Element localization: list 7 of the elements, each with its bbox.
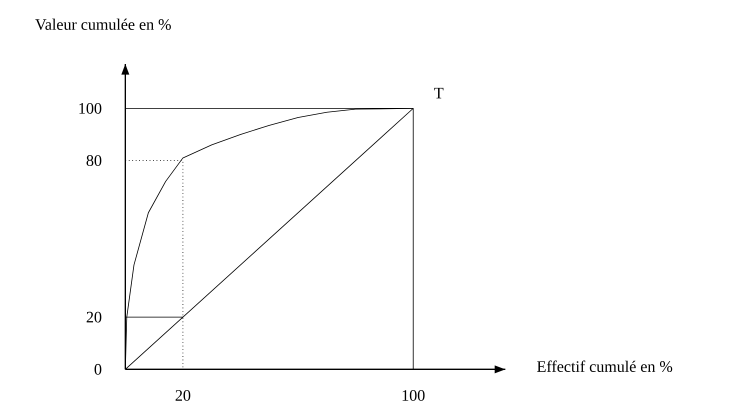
y-tick-label: 80 [86, 155, 102, 166]
annotation: T [434, 88, 444, 98]
y-tick-label: 0 [94, 364, 102, 375]
y-tick-label: 100 [79, 103, 102, 114]
y-tick-label: 20 [86, 312, 102, 323]
x-axis-title: Effectif cumulé en % [537, 360, 672, 372]
y-axis-title: Valeur cumulée en % [35, 18, 171, 30]
